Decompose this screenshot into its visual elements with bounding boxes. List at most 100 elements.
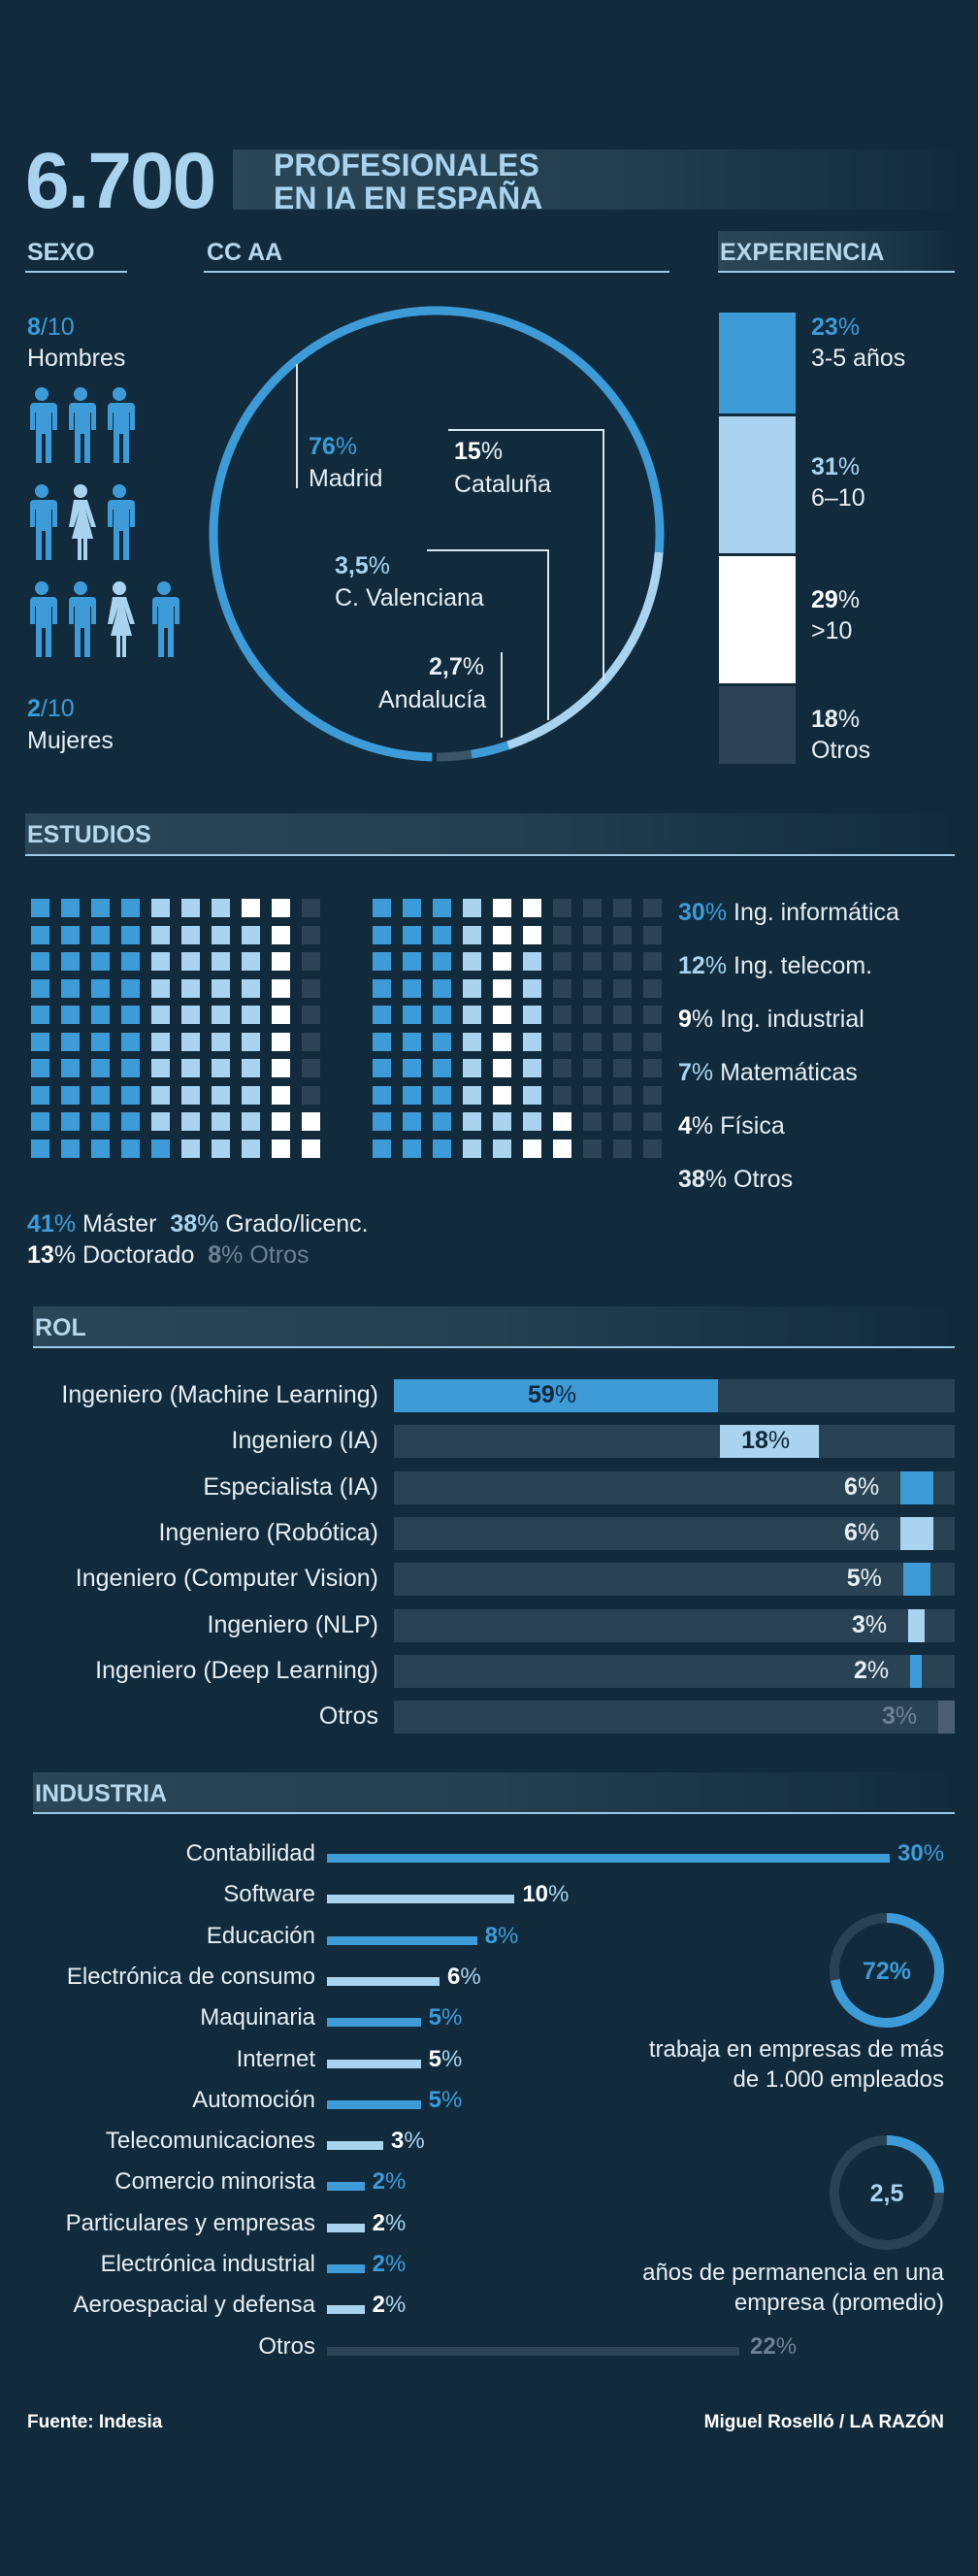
waffle-cell	[212, 925, 230, 944]
industria-bar	[327, 1976, 440, 1986]
waffle-cell	[463, 978, 481, 998]
ccaa-title: CC AA	[207, 239, 283, 266]
waffle-cell	[272, 952, 290, 971]
exp-item-1-label: 3-5 años	[811, 345, 906, 372]
waffle-cell	[91, 899, 110, 917]
stat1-line-1: trabaja en empresas de más	[648, 2036, 944, 2063]
waffle-cell	[373, 1059, 391, 1077]
women-share: 2/10	[27, 695, 75, 722]
waffle-cell	[613, 978, 632, 998]
industria-value: 2%	[372, 2251, 407, 2277]
header-line-2: EN IA EN ESPAÑA	[274, 181, 543, 215]
exp-segment-1	[719, 313, 796, 413]
waffle-cell	[181, 978, 200, 998]
waffle-cell	[553, 952, 571, 971]
waffle-cell	[91, 1032, 110, 1051]
waffle-cell	[181, 925, 200, 944]
waffle-cell	[493, 1112, 511, 1131]
andalucia-label: Andalucía	[378, 686, 487, 713]
waffle-cell	[302, 1032, 320, 1051]
waffle-cell	[523, 1059, 541, 1077]
waffle-cell	[583, 952, 602, 971]
valenciana-label: C. Valenciana	[335, 584, 484, 611]
exp-segment-4	[719, 686, 796, 764]
rol-bar	[720, 1425, 819, 1459]
header-band	[233, 149, 961, 210]
madrid-arc	[209, 306, 665, 762]
industria-label: Otros	[258, 2332, 315, 2360]
exp-segment-3	[719, 556, 796, 683]
waffle-cell	[31, 978, 49, 998]
waffle-cell	[212, 1059, 230, 1077]
female-person-icon	[69, 484, 96, 560]
waffle-cell	[151, 1006, 170, 1024]
waffle-cell	[212, 1139, 230, 1158]
waffle-cell	[212, 1085, 230, 1105]
waffle-cell	[151, 952, 170, 971]
waffle-cell	[493, 1139, 511, 1158]
waffle-cell	[61, 1139, 80, 1158]
waffle-cell	[643, 1085, 662, 1105]
field-5: 4% Física	[678, 1112, 785, 1139]
rol-value: 59%	[528, 1381, 577, 1408]
waffle-cell	[463, 1112, 481, 1131]
rol-bar	[908, 1608, 925, 1642]
waffle-cell	[523, 1006, 541, 1024]
waffle-cell	[433, 1059, 451, 1077]
waffle-cell	[523, 952, 541, 971]
waffle-cell	[272, 1139, 290, 1158]
industria-value: 22%	[750, 2332, 798, 2360]
valenciana-leader-h	[427, 549, 549, 551]
waffle-cell	[61, 1059, 80, 1077]
waffle-cell	[643, 952, 662, 971]
men-share: 8/10	[27, 314, 75, 341]
waffle-cell	[553, 925, 571, 944]
waffle-cell	[212, 952, 230, 971]
waffle-cell	[31, 1112, 49, 1131]
waffle-cell	[553, 1006, 571, 1024]
waffle-cell	[523, 899, 541, 917]
waffle-cell	[433, 1006, 451, 1024]
experiencia-band	[718, 231, 955, 272]
industria-value: 5%	[428, 2004, 463, 2031]
waffle-cell	[151, 1085, 170, 1105]
cataluna-label: Cataluña	[454, 471, 552, 498]
waffle-cell	[212, 978, 230, 998]
stat1-donut: 72%	[830, 1913, 944, 2028]
industria-bar	[327, 1854, 890, 1863]
industria-value: 5%	[428, 2086, 463, 2113]
waffle-cell	[61, 1085, 80, 1105]
waffle-cell	[613, 925, 632, 944]
industria-value: 6%	[447, 1963, 481, 1990]
rol-bar	[900, 1516, 933, 1550]
waffle-cell	[181, 1112, 200, 1131]
waffle-cell	[583, 1085, 602, 1105]
industria-bar	[327, 2264, 365, 2273]
waffle-cell	[302, 925, 320, 944]
waffle-cell	[302, 952, 320, 971]
waffle-cell	[272, 925, 290, 944]
header-line-1: PROFESIONALES	[274, 148, 539, 182]
waffle-cell	[272, 1059, 290, 1077]
male-person-icon	[108, 387, 135, 463]
degree-legend-line-2: 13% Doctorado 8% Otros	[27, 1241, 310, 1269]
waffle-cell	[493, 978, 511, 998]
waffle-cell	[121, 1006, 140, 1024]
waffle-cell	[242, 899, 260, 917]
male-person-icon	[30, 484, 57, 560]
waffle-cell	[433, 1085, 451, 1105]
waffle-cell	[242, 1112, 260, 1131]
stat1-line-2: de 1.000 empleados	[733, 2066, 945, 2093]
waffle-cell	[493, 952, 511, 971]
industria-label: Electrónica industrial	[100, 2251, 315, 2277]
waffle-cell	[212, 1112, 230, 1131]
waffle-cell	[151, 1032, 170, 1051]
waffle-cell	[643, 1112, 662, 1131]
waffle-cell	[493, 1006, 511, 1024]
waffle-cell	[643, 1006, 662, 1024]
rol-value: 3%	[852, 1610, 888, 1638]
waffle-cell	[121, 1139, 140, 1158]
waffle-cell	[151, 1139, 170, 1158]
waffle-cell	[91, 1059, 110, 1077]
waffle-cell	[403, 925, 421, 944]
